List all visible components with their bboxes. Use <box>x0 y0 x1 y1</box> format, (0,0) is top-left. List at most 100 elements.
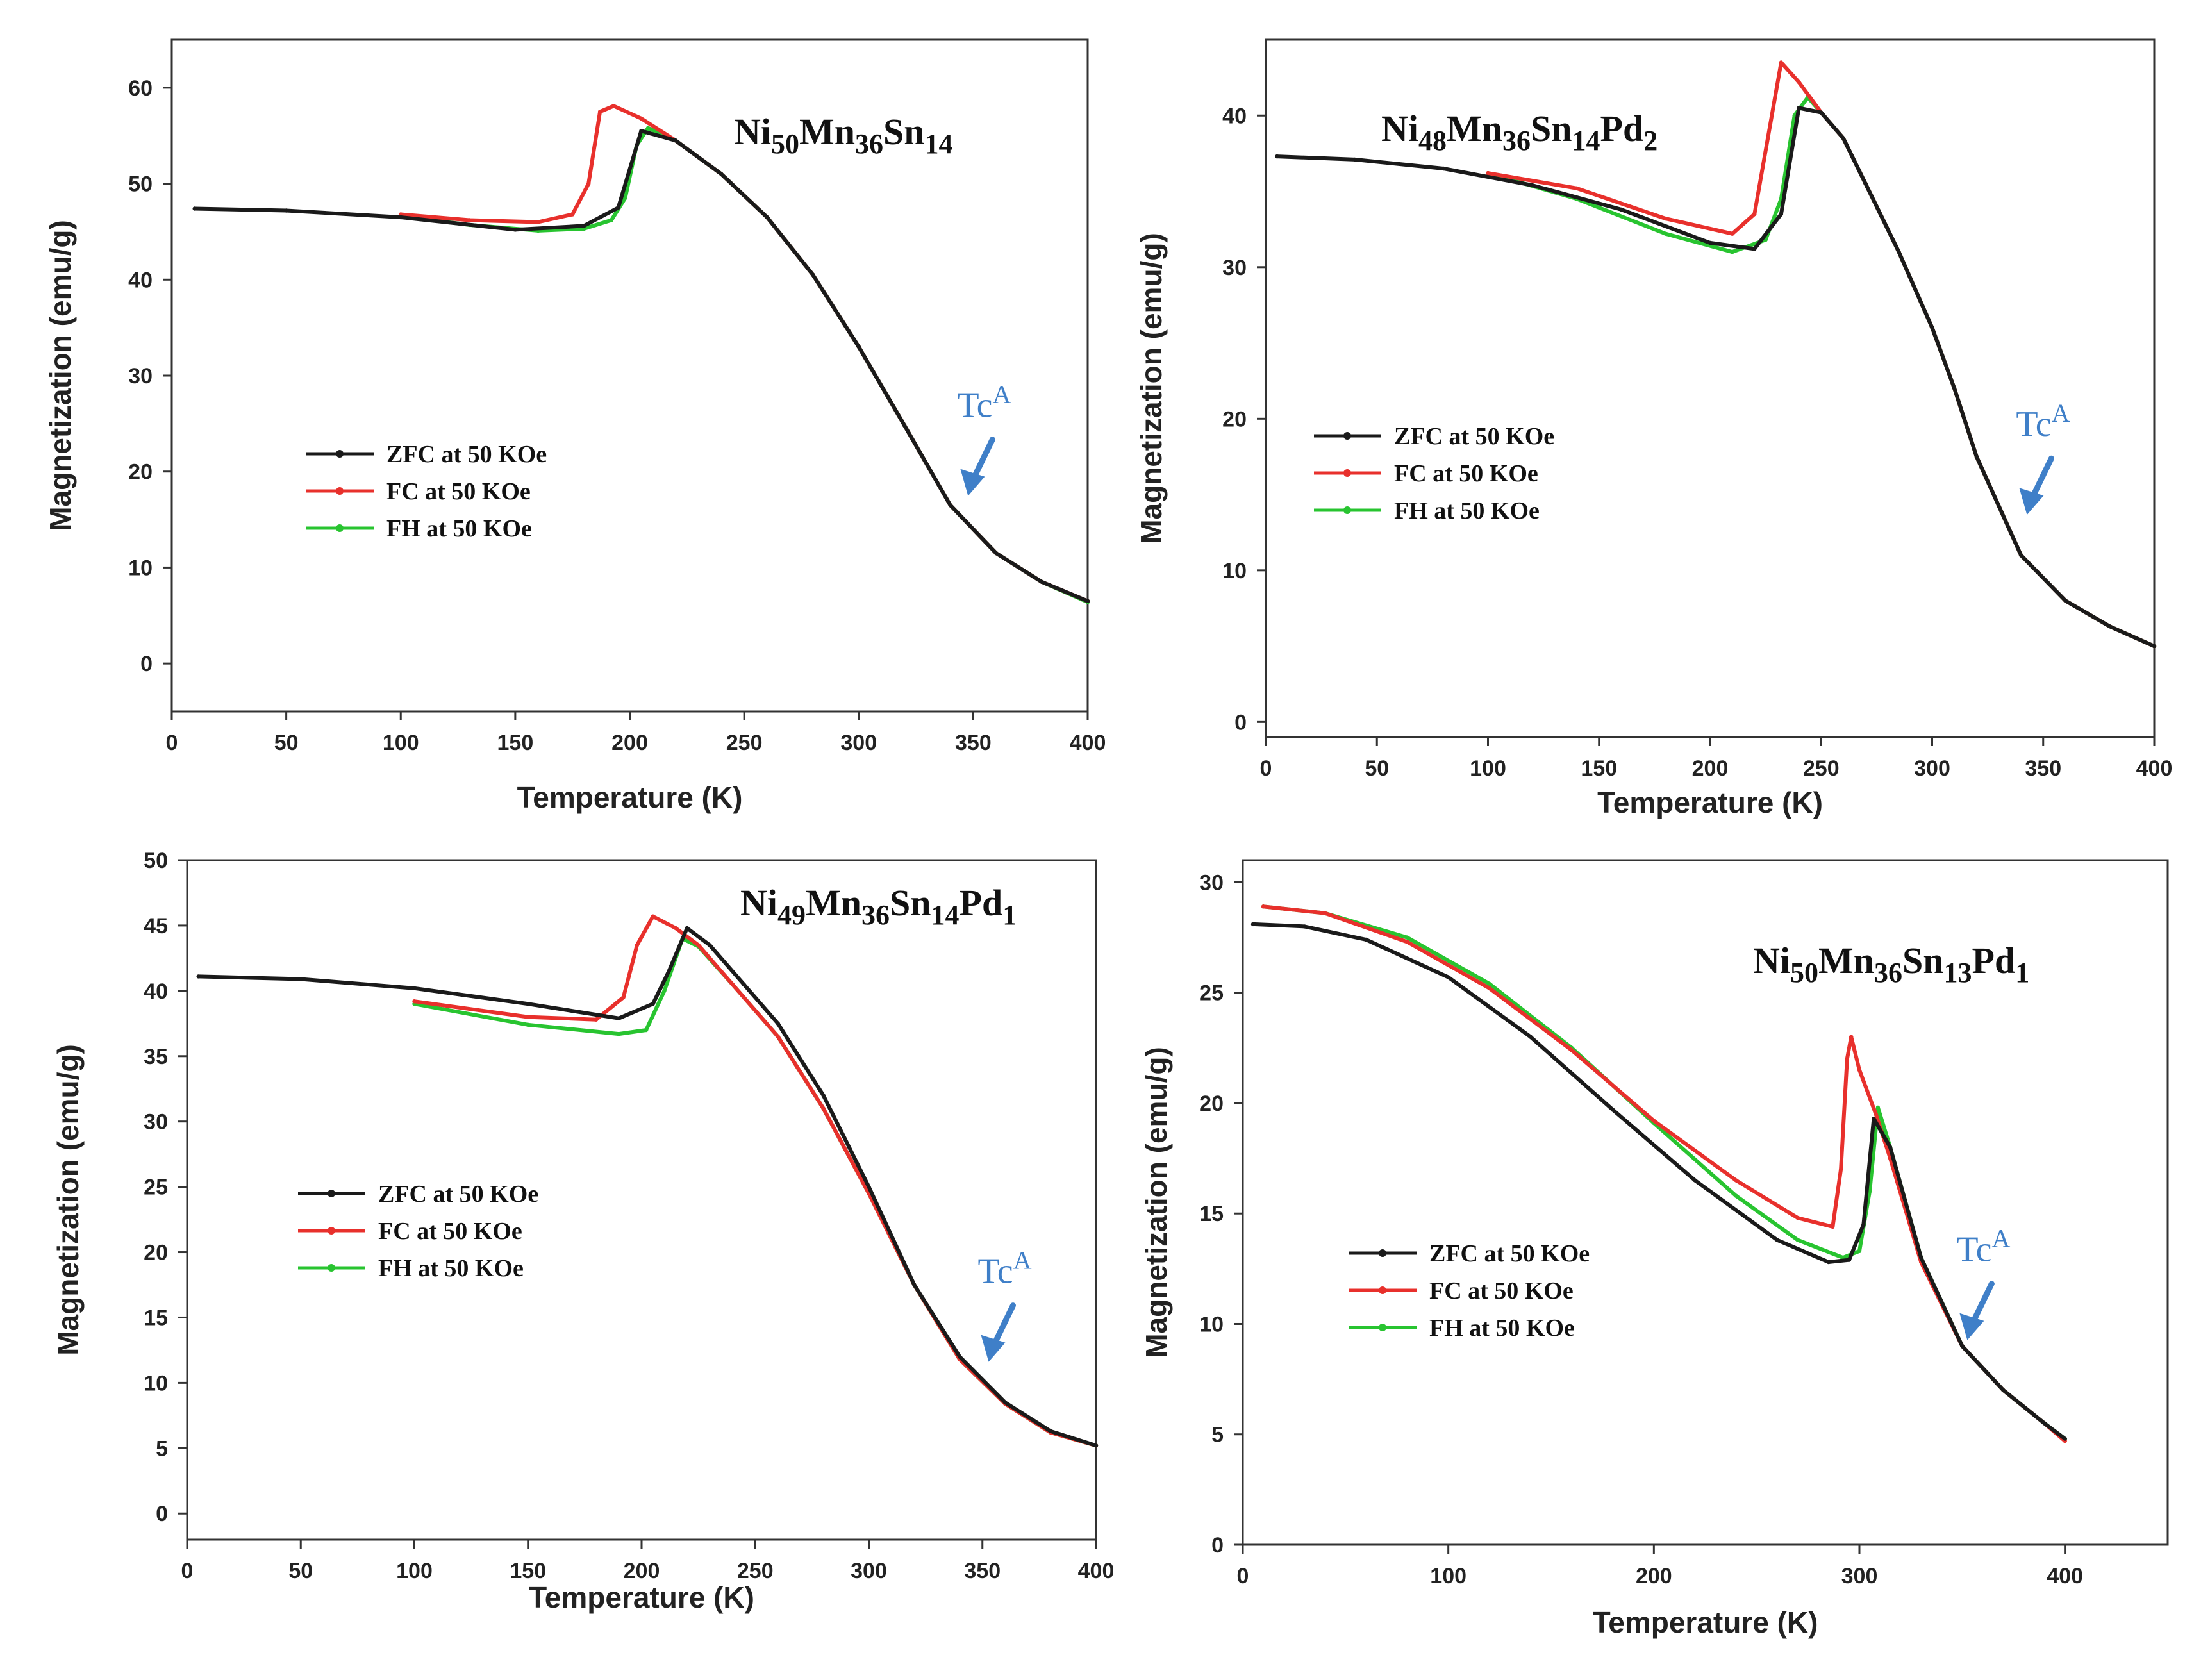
legend-label: FC at 50 KOe <box>1394 460 1538 487</box>
title-element: Sn <box>883 111 925 153</box>
title-element: Pd <box>960 882 1003 924</box>
x-tick-label: 100 <box>383 731 419 755</box>
data-point-zfc <box>993 551 999 556</box>
title-subscript: 14 <box>1572 125 1600 156</box>
data-point-zfc <box>948 503 952 508</box>
data-point-zfc <box>651 1002 655 1006</box>
x-tick-label: 250 <box>737 1559 774 1583</box>
data-point-zfc <box>1250 922 1256 927</box>
data-point-zfc <box>1974 454 1979 459</box>
data-point-fc <box>594 1017 599 1022</box>
data-point-fh <box>1795 1238 1800 1242</box>
data-point-zfc <box>902 423 907 428</box>
data-point-fc <box>1795 1215 1800 1220</box>
data-point-zfc <box>617 1016 621 1020</box>
title-subscript: 1 <box>1002 899 1017 931</box>
data-point-zfc <box>1841 136 1846 140</box>
x-tick-label: 100 <box>1430 1564 1466 1588</box>
data-point-fc <box>526 1015 530 1019</box>
tc-annotation: TcA <box>1956 1224 2010 1270</box>
x-tick-label: 0 <box>1260 756 1272 781</box>
title-element: Pd <box>1600 108 1644 149</box>
title-subscript: 50 <box>1790 957 1818 988</box>
y-axis-label: Magnetization (emu/g) <box>51 1044 85 1356</box>
title-subscript: 14 <box>931 899 960 931</box>
data-point-zfc <box>958 1354 962 1359</box>
y-tick-label: 25 <box>1199 981 1224 1006</box>
legend-swatch-marker <box>328 1264 335 1272</box>
data-point-zfc <box>1003 1400 1008 1405</box>
legend-label: FH at 50 KOe <box>1394 497 1540 524</box>
data-point-zfc <box>742 982 746 986</box>
legend-label: ZFC at 50 KOe <box>386 441 547 468</box>
data-point-zfc <box>1085 599 1090 603</box>
data-point-fh <box>609 218 614 222</box>
legend-swatch-marker <box>1343 469 1351 477</box>
plot-frame <box>186 859 1097 1541</box>
data-point-zfc <box>685 926 690 931</box>
data-point-fc <box>1734 1178 1738 1183</box>
x-tick-label: 400 <box>1078 1559 1115 1583</box>
tc-arrow-shaft <box>1969 1281 1995 1327</box>
y-tick-label: 0 <box>1211 1533 1224 1558</box>
title-element: Mn <box>806 882 861 924</box>
data-point-fh <box>1857 1249 1862 1254</box>
data-point-zfc <box>1528 1035 1533 1039</box>
legend-label: FC at 50 KOe <box>386 478 531 505</box>
chart-panel-2: 0 50 100 150 200 250 300 350 400 0 10 20 30 40 Tempera… <box>1134 38 2172 819</box>
y-tick-label: 60 <box>128 76 153 101</box>
tc-superscript: A <box>2052 399 2070 428</box>
data-point-fh <box>1734 1193 1738 1198</box>
x-tick-label: 200 <box>611 731 648 755</box>
x-tick-label: 350 <box>964 1559 1001 1583</box>
title-element: Ni <box>1381 108 1418 149</box>
data-point-zfc <box>1888 1145 1893 1150</box>
title-subscript: 50 <box>771 128 799 160</box>
series-line-zfc <box>1251 922 2067 1441</box>
y-tick-label: 15 <box>144 1306 168 1330</box>
data-point-zfc <box>667 969 671 974</box>
data-point-fc <box>1574 186 1579 190</box>
legend-label: ZFC at 50 KOe <box>1429 1240 1590 1267</box>
title-element: Mn <box>1818 940 1874 981</box>
data-point-zfc <box>1861 1222 1866 1227</box>
x-tick-label: 50 <box>1365 756 1389 781</box>
data-point-fc <box>1752 212 1757 217</box>
legend-swatch-marker <box>328 1190 335 1197</box>
tc-arrow-shaft <box>2029 455 2054 501</box>
tc-arrow-head <box>1959 1313 1984 1340</box>
x-tick-label: 0 <box>166 731 178 755</box>
data-point-zfc <box>2063 598 2068 603</box>
x-axis-label: Temperature (K) <box>1593 1606 1818 1639</box>
data-point-fc <box>611 104 616 108</box>
y-tick-label: 30 <box>128 364 153 388</box>
y-tick-label: 35 <box>144 1045 168 1069</box>
y-tick-label: 5 <box>156 1436 168 1461</box>
data-point-fc <box>821 1106 826 1111</box>
data-point-zfc <box>1919 1255 1923 1260</box>
x-tick-label: 0 <box>181 1559 194 1583</box>
data-point-fc <box>1405 940 1409 944</box>
title-subscript: 14 <box>925 128 953 160</box>
data-point-fh <box>526 1022 530 1027</box>
y-tick-label: 20 <box>1199 1092 1224 1116</box>
data-point-zfc <box>1446 975 1450 979</box>
y-tick-label: 30 <box>1222 256 1247 280</box>
x-tick-label: 300 <box>1841 1564 1878 1588</box>
tc-arrow-shaft <box>970 437 995 483</box>
data-point-fh <box>662 988 667 994</box>
title-subscript: 49 <box>777 899 806 931</box>
tc-label: Tc <box>957 386 992 426</box>
legend-swatch-marker <box>1343 506 1351 514</box>
tc-label: Tc <box>977 1252 1013 1292</box>
y-tick-label: 5 <box>1211 1423 1224 1447</box>
x-tick-label: 0 <box>1237 1564 1249 1588</box>
tc-annotation: TcA <box>2016 399 2070 444</box>
data-point-zfc <box>1275 154 1279 159</box>
data-point-fh <box>617 1031 621 1036</box>
data-point-fc <box>1845 1056 1849 1061</box>
legend-swatch-marker <box>336 450 344 458</box>
data-point-zfc <box>526 1002 530 1006</box>
chart-panel-3: 0 50 100 150 200 250 300 350 4000510152025303540… <box>51 849 1114 1614</box>
data-point-zfc <box>192 206 197 211</box>
